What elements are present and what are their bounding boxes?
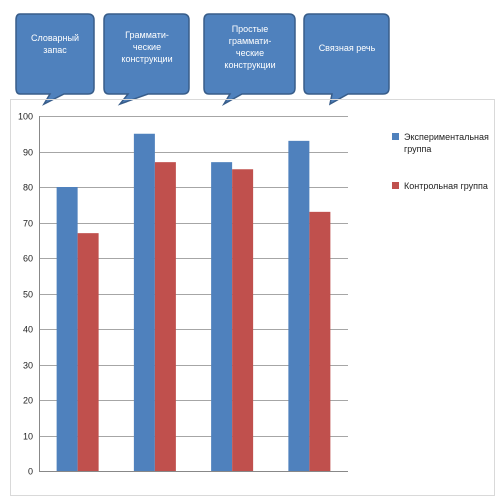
bar-control [232, 169, 254, 471]
y-tick-label: 30 [23, 361, 33, 371]
y-tick-label: 50 [23, 290, 33, 300]
bar-control [77, 233, 99, 471]
legend-label-line: группа [404, 144, 432, 154]
callout-simple-grammar: Простые граммати- ческие конструкции [202, 12, 298, 107]
y-tick-label: 70 [23, 219, 33, 229]
bar-experimental [211, 162, 233, 471]
bar-experimental [56, 187, 78, 471]
y-tick-label: 10 [23, 432, 33, 442]
callout-shape [15, 13, 95, 106]
y-tick-label: 0 [28, 467, 33, 477]
callout-line: Словарный [30, 33, 79, 43]
callout-line: конструкции [224, 60, 276, 70]
legend-swatch-experimental [392, 133, 399, 140]
callout-line: ческие [235, 48, 265, 58]
callout-line: Простые [231, 24, 269, 34]
y-tick-label: 90 [23, 148, 33, 158]
bar-experimental [288, 140, 310, 471]
callout-shape [303, 13, 390, 106]
callout-vocabulary: Словарный запас [14, 12, 96, 106]
callout-line: Граммати- [125, 30, 169, 40]
callout-line: ческие [132, 42, 162, 52]
legend-label-line: Экспериментальная [404, 132, 489, 142]
callout-line: Связная речь [318, 43, 376, 53]
callout-grammar: Граммати- ческие конструкции [102, 12, 192, 106]
y-tick-label: 40 [23, 325, 33, 335]
callout-coherent-speech: Связная речь [302, 12, 392, 106]
legend-label-line: Контрольная группа [404, 181, 488, 191]
y-tick-label: 100 [18, 112, 33, 122]
legend-swatch-control [392, 182, 399, 189]
y-tick-label: 20 [23, 396, 33, 406]
callout-line: конструкции [121, 54, 173, 64]
chart-frame [10, 99, 495, 496]
bar-chart: 0 10 20 30 40 50 60 70 80 90 100 [10, 99, 495, 496]
bar-control [309, 211, 331, 471]
bar-control [154, 162, 176, 471]
bar-experimental [133, 133, 155, 471]
y-tick-label: 60 [23, 254, 33, 264]
callout-line: граммати- [228, 36, 272, 46]
y-tick-label: 80 [23, 183, 33, 193]
callout-line: запас [43, 45, 67, 55]
